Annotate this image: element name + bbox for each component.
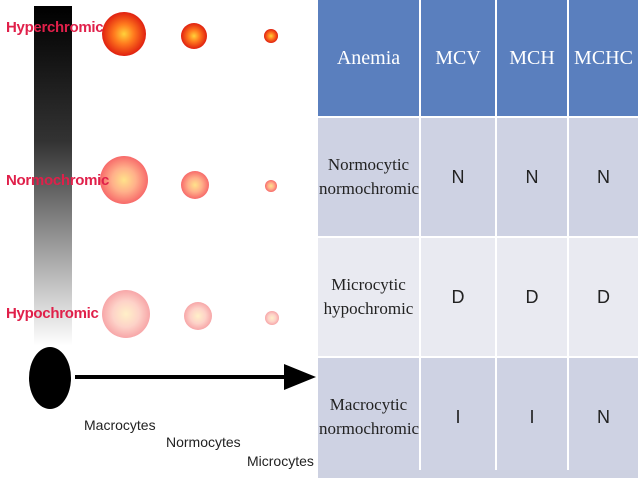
hyperchromic-microcyte-cell [264, 29, 278, 43]
anemia-type-line1: Normocytic [327, 155, 410, 174]
mcv-cell: N [420, 116, 497, 237]
mchc-cell: N [568, 116, 638, 237]
row-label-hypochromic: Hypochromic [6, 305, 99, 322]
anemia-type-line2: normochromic [319, 179, 420, 198]
mch-cell: I [496, 356, 569, 476]
black-dot [29, 347, 71, 409]
anemia-type-cell: Microcytic hypochromic [318, 236, 421, 357]
size-arrowhead [284, 364, 316, 390]
normochromic-microcyte-cell [265, 180, 277, 192]
mchc-cell: N [568, 356, 638, 476]
normochromic-normocyte-cell [181, 171, 209, 199]
mcv-cell: I [420, 356, 497, 476]
hypochromic-normocyte-cell [184, 302, 212, 330]
size-label-normocytes: Normocytes [166, 434, 241, 450]
table-row: Microcytic hypochromic D D D [318, 236, 638, 357]
rbc-diagram-panel: Hyperchromic Normochromic Hypochromic Ma… [0, 0, 318, 478]
hypochromic-macrocyte-cell [102, 290, 150, 338]
mch-cell: N [496, 116, 569, 237]
size-label-microcytes: Microcytes [247, 453, 314, 469]
mcv-cell: D [420, 236, 497, 357]
hypochromic-microcyte-cell [265, 311, 279, 325]
mch-cell: D [496, 236, 569, 357]
anemia-indices-table-panel: Anemia MCV MCH MCHC Normocytic normochro… [318, 0, 638, 478]
header-mcv: MCV [420, 0, 497, 117]
chromicity-gradient-bar [34, 6, 72, 346]
anemia-type-line2: hypochromic [323, 299, 414, 318]
anemia-type-line1: Macrocytic [329, 395, 408, 414]
anemia-indices-table: Anemia MCV MCH MCHC Normocytic normochro… [318, 0, 638, 476]
header-mch: MCH [496, 0, 569, 117]
table-row: Macrocytic normochromic I I N [318, 356, 638, 476]
header-mchc: MCHC [568, 0, 638, 117]
header-anemia: Anemia [318, 0, 421, 117]
row-label-normochromic: Normochromic [6, 172, 110, 189]
size-label-macrocytes: Macrocytes [84, 417, 156, 433]
anemia-type-cell: Macrocytic normochromic [318, 356, 421, 476]
table-header-row: Anemia MCV MCH MCHC [318, 0, 638, 117]
anemia-type-line1: Microcytic [331, 275, 406, 294]
table-bottom-strip [318, 470, 638, 478]
row-label-hyperchromic: Hyperchromic [6, 19, 104, 36]
normochromic-macrocyte-cell [100, 156, 148, 204]
rbc-diagram [29, 6, 316, 409]
hyperchromic-macrocyte-cell [102, 12, 146, 56]
anemia-type-cell: Normocytic normochromic [318, 116, 421, 237]
mchc-cell: D [568, 236, 638, 357]
table-row: Normocytic normochromic N N N [318, 116, 638, 237]
hyperchromic-normocyte-cell [181, 23, 207, 49]
anemia-type-line2: normochromic [319, 419, 420, 438]
